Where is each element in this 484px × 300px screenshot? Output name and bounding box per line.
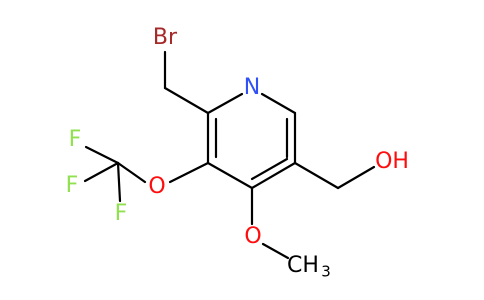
bond xyxy=(250,157,289,181)
bond xyxy=(261,242,290,260)
atom-label: CH xyxy=(287,253,319,278)
bond xyxy=(250,161,297,190)
bond xyxy=(168,161,210,184)
atom-subscript: 3 xyxy=(321,263,331,281)
atom-label: OH xyxy=(375,149,409,174)
bond xyxy=(206,161,254,190)
atom-label: F xyxy=(115,201,128,226)
bonds xyxy=(83,50,376,260)
atom-label: O xyxy=(244,224,261,249)
bond xyxy=(206,92,244,115)
atom-label: O xyxy=(148,174,165,199)
bond xyxy=(163,86,210,115)
atom-label: F xyxy=(66,173,79,198)
bond xyxy=(293,161,340,190)
bond xyxy=(116,161,147,184)
atom-label: Br xyxy=(153,25,178,50)
bond xyxy=(84,145,120,165)
bond xyxy=(83,161,120,183)
atom-label: F xyxy=(69,127,82,152)
bond xyxy=(336,165,376,190)
bond xyxy=(116,161,122,203)
atom-label: N xyxy=(244,75,260,100)
bond xyxy=(260,92,297,115)
